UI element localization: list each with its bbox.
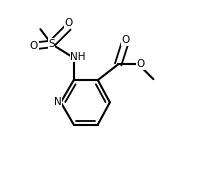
Text: N: N [54, 97, 62, 107]
Text: NH: NH [70, 52, 86, 62]
Text: O: O [30, 41, 38, 51]
Text: O: O [137, 59, 145, 69]
Text: S: S [48, 39, 55, 49]
Text: O: O [121, 35, 130, 45]
Text: O: O [64, 18, 72, 28]
